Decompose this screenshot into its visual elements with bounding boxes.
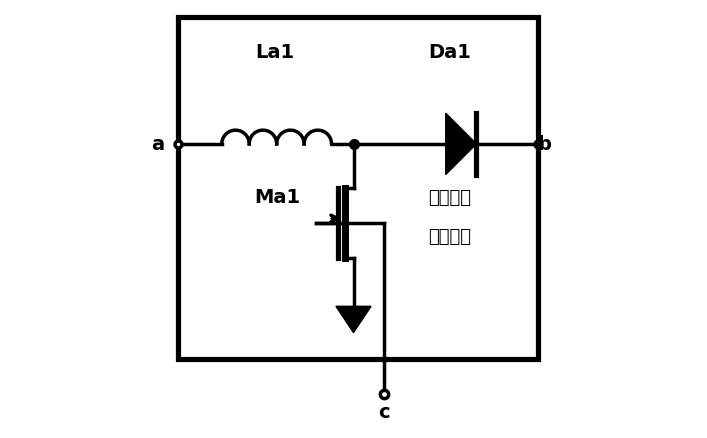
Polygon shape <box>336 307 371 333</box>
Text: a: a <box>151 135 165 154</box>
Text: Da1: Da1 <box>428 43 472 62</box>
Text: Ma1: Ma1 <box>255 187 300 207</box>
FancyBboxPatch shape <box>178 18 538 359</box>
Text: b: b <box>537 135 551 154</box>
Text: La1: La1 <box>255 43 294 62</box>
Text: c: c <box>378 402 390 421</box>
Text: 输出电流: 输出电流 <box>428 188 472 206</box>
Polygon shape <box>445 114 477 175</box>
Text: 补偿支路: 补偿支路 <box>428 227 472 246</box>
